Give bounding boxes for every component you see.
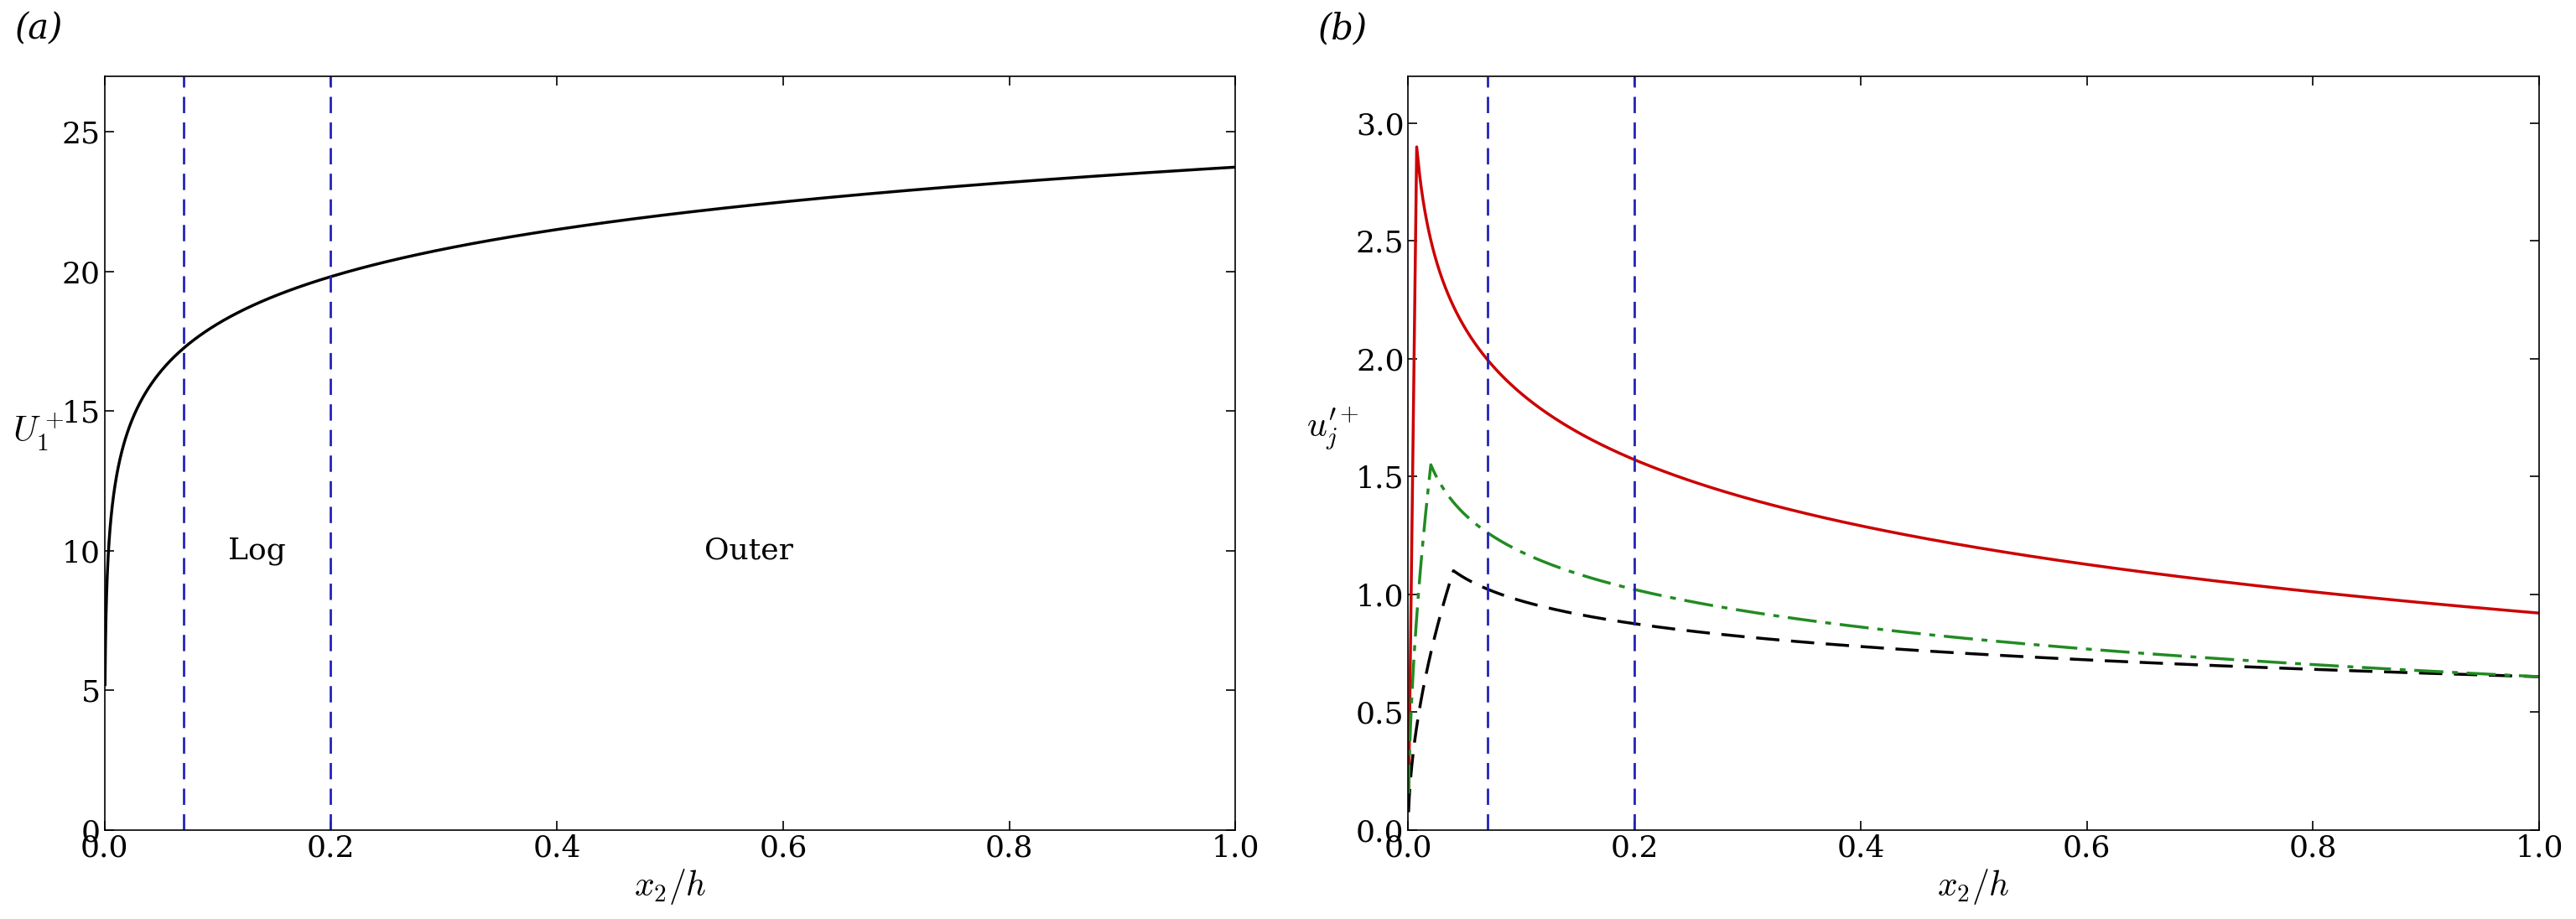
Text: (a): (a) [13,11,62,46]
Y-axis label: $U_1^+$: $U_1^+$ [13,412,64,453]
X-axis label: $x_2/h$: $x_2/h$ [1937,867,2009,906]
Text: Log: Log [229,537,286,565]
X-axis label: $x_2/h$: $x_2/h$ [634,867,706,906]
Y-axis label: $u_j^{\prime+}$: $u_j^{\prime+}$ [1306,406,1358,453]
Text: (b): (b) [1319,11,1368,46]
Text: Outer: Outer [706,537,793,565]
